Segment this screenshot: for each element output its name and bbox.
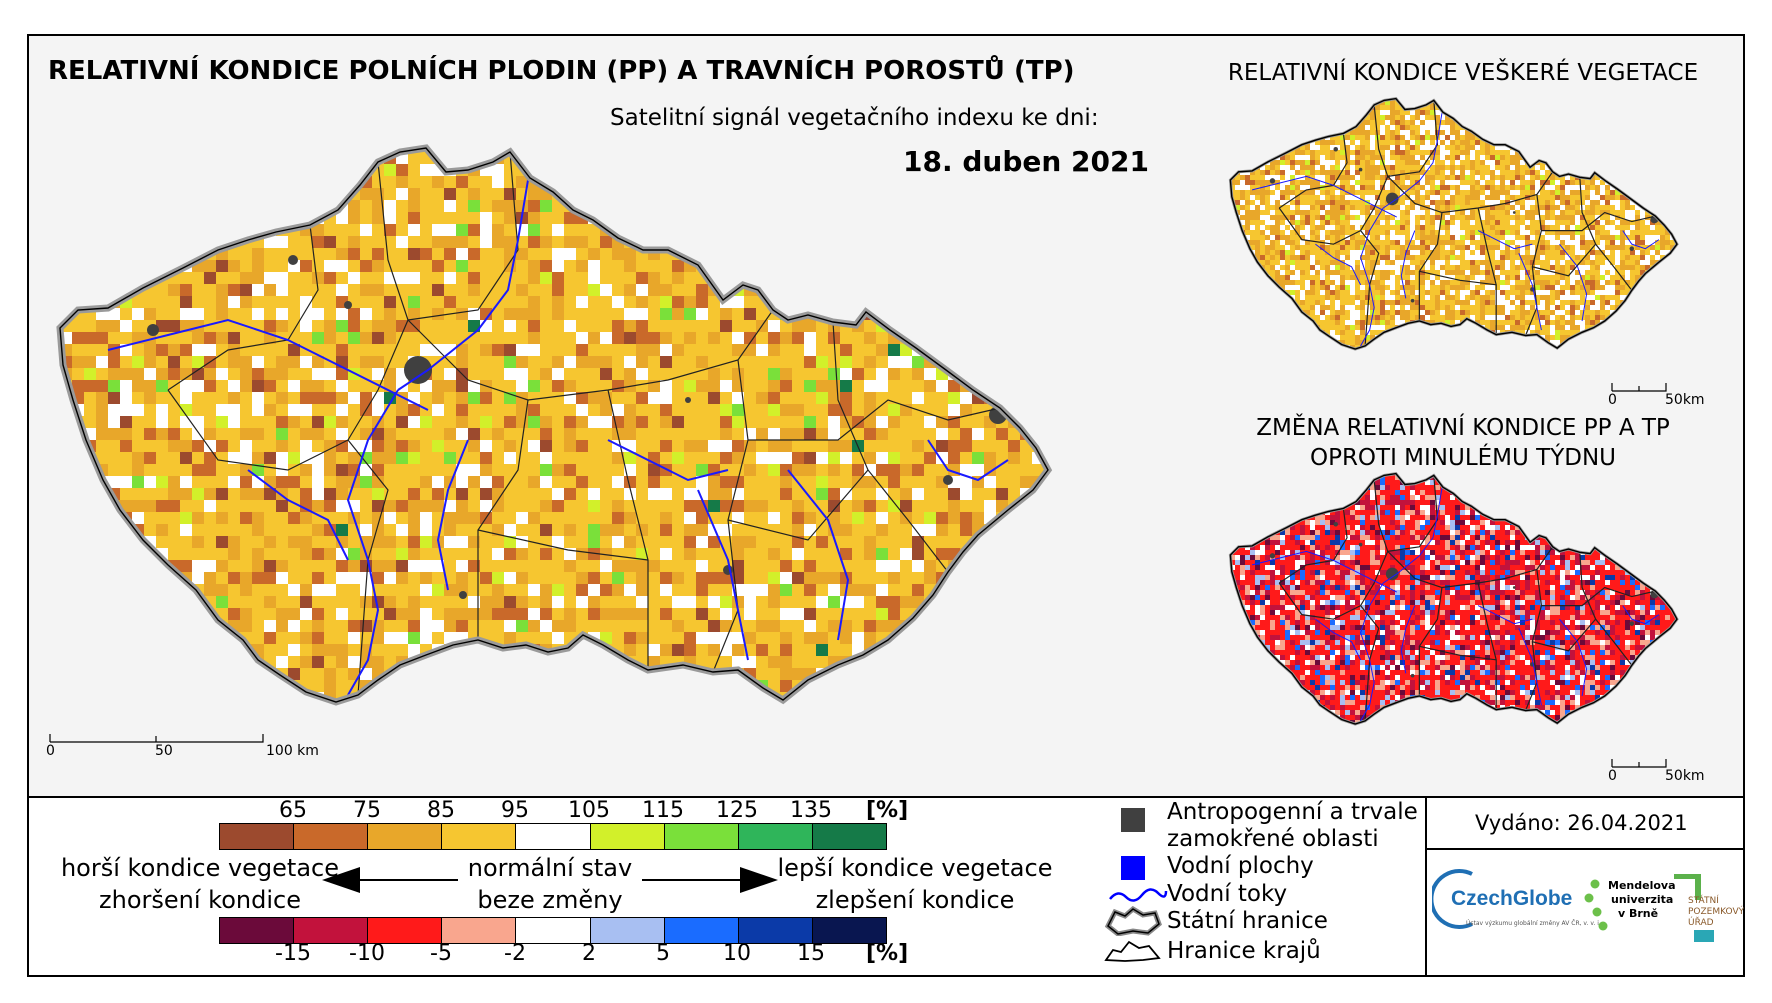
condition-color-bar bbox=[219, 823, 887, 850]
top-right-title: RELATIVNÍ KONDICE VEŠKERÉ VEGETACE bbox=[1227, 60, 1699, 86]
water-bodies-label: Vodní plochy bbox=[1167, 853, 1314, 879]
mendelu-line-3: v Brně bbox=[1618, 907, 1659, 920]
top-right-scale-zero: 0 bbox=[1608, 392, 1617, 408]
condition-unit: [%] bbox=[866, 798, 909, 823]
legend-swatch bbox=[442, 918, 517, 943]
legend-swatch bbox=[516, 918, 591, 943]
rivers-label: Vodní toky bbox=[1167, 881, 1288, 907]
legend-swatch bbox=[294, 918, 369, 943]
legend-swatch bbox=[368, 824, 443, 849]
legend-swatch bbox=[812, 918, 886, 943]
anthropogenic-swatch bbox=[1121, 808, 1145, 832]
spu-line-2: POZEMKOVÝ bbox=[1688, 907, 1745, 917]
water-bodies-swatch bbox=[1121, 856, 1145, 880]
bottom-right-scale-end: 50km bbox=[1665, 768, 1705, 784]
mendelu-line-2: univerzita bbox=[1611, 893, 1674, 906]
spu-line-1: STÁTNÍ bbox=[1688, 896, 1719, 906]
normal-text-2: beze změny bbox=[477, 886, 623, 914]
czechglobe-logo-arc bbox=[1432, 869, 1473, 929]
main-subtitle: Satelitní signál vegetačního indexu ke d… bbox=[610, 105, 1099, 131]
region-border-label: Hranice krajů bbox=[1167, 938, 1321, 964]
legend-swatch bbox=[516, 824, 591, 849]
main-title: RELATIVNÍ KONDICE POLNÍCH PLODIN (PP) A … bbox=[48, 56, 1075, 86]
left-arrow-icon bbox=[322, 867, 458, 893]
worse-text-1: horší kondice vegetace bbox=[60, 854, 340, 882]
right-arrow-icon bbox=[642, 867, 778, 893]
legend-tick-label: 65 bbox=[279, 798, 307, 823]
legend-swatch bbox=[812, 824, 886, 849]
main-scale-mid: 50 bbox=[155, 743, 173, 759]
normal-text-1: normální stav bbox=[467, 854, 633, 882]
worse-text-2: zhoršení kondice bbox=[99, 886, 301, 914]
legend-tick-label: 2 bbox=[582, 941, 596, 966]
legend-swatch bbox=[442, 824, 517, 849]
river-line-icon bbox=[1109, 888, 1168, 902]
mendelu-line-1: Mendelova bbox=[1608, 879, 1676, 892]
region-border-icon bbox=[1104, 940, 1161, 962]
better-text-2: zlepšení kondice bbox=[815, 886, 1015, 914]
mendelu-logo-text: Mendelova univerzita v Brně bbox=[1608, 879, 1676, 921]
change-unit: [%] bbox=[866, 941, 909, 966]
bottom-right-map bbox=[1228, 471, 1679, 726]
legend-tick-label: 85 bbox=[427, 798, 455, 823]
spu-line-3: ÚŘAD bbox=[1688, 918, 1714, 928]
issued-divider bbox=[1425, 848, 1745, 850]
state-border-label: Státní hranice bbox=[1167, 908, 1328, 934]
state-border-icon bbox=[1104, 906, 1162, 936]
legend-swatch bbox=[590, 918, 665, 943]
bottom-right-title-1: ZMĚNA RELATIVNÍ KONDICE PP A TP bbox=[1256, 415, 1670, 441]
top-right-map bbox=[1228, 96, 1679, 351]
legend-tick-label: 125 bbox=[716, 798, 758, 823]
legend-swatch bbox=[220, 824, 295, 849]
czechglobe-logo-text: CzechGlobe bbox=[1451, 887, 1573, 910]
main-scale-zero: 0 bbox=[46, 743, 55, 759]
legend-tick-label: 75 bbox=[353, 798, 381, 823]
legend-swatch bbox=[220, 918, 295, 943]
legend-swatch bbox=[590, 824, 665, 849]
better-text-1: lepší kondice vegetace bbox=[777, 854, 1053, 882]
legend-tick-label: 10 bbox=[723, 941, 751, 966]
bottom-right-scale-zero: 0 bbox=[1608, 768, 1617, 784]
legend-swatch bbox=[664, 918, 739, 943]
legend-swatch bbox=[664, 824, 739, 849]
main-map bbox=[56, 144, 1053, 706]
legend-tick-label: 135 bbox=[790, 798, 832, 823]
spu-logo-mark bbox=[1674, 874, 1714, 942]
czechglobe-logo-subtext: Ústav výzkumu globální změny AV ČR, v. v… bbox=[1466, 920, 1601, 927]
legend-tick-label: 5 bbox=[656, 941, 670, 966]
legend-swatch bbox=[368, 918, 443, 943]
mendelu-logo-dots bbox=[1584, 879, 1608, 931]
legend-tick-label: -5 bbox=[430, 941, 452, 966]
anthropogenic-label-1: Antropogenní a trvale bbox=[1167, 799, 1418, 825]
change-color-bar bbox=[219, 917, 887, 944]
legend-swatch bbox=[738, 918, 813, 943]
issued-date: Vydáno: 26.04.2021 bbox=[1475, 811, 1688, 835]
legend-tick-label: 95 bbox=[501, 798, 529, 823]
legend-tick-label: -10 bbox=[349, 941, 385, 966]
main-scale-end: 100 km bbox=[266, 743, 319, 759]
legend-tick-label: 115 bbox=[642, 798, 684, 823]
legend-swatch bbox=[738, 824, 813, 849]
legend-tick-label: -2 bbox=[504, 941, 526, 966]
main-date: 18. duben 2021 bbox=[903, 145, 1149, 178]
legend-tick-label: 105 bbox=[568, 798, 610, 823]
spu-logo-text: STÁTNÍ POZEMKOVÝ ÚŘAD bbox=[1688, 896, 1744, 929]
legend-tick-label: -15 bbox=[275, 941, 311, 966]
legend-tick-label: 15 bbox=[797, 941, 825, 966]
legend-swatch bbox=[294, 824, 369, 849]
bottom-right-title-2: OPROTI MINULÉMU TÝDNU bbox=[1309, 445, 1617, 471]
legend-divider bbox=[1425, 796, 1427, 977]
top-right-scale-end: 50km bbox=[1665, 392, 1705, 408]
anthropogenic-label-2: zamokřené oblasti bbox=[1167, 826, 1379, 852]
